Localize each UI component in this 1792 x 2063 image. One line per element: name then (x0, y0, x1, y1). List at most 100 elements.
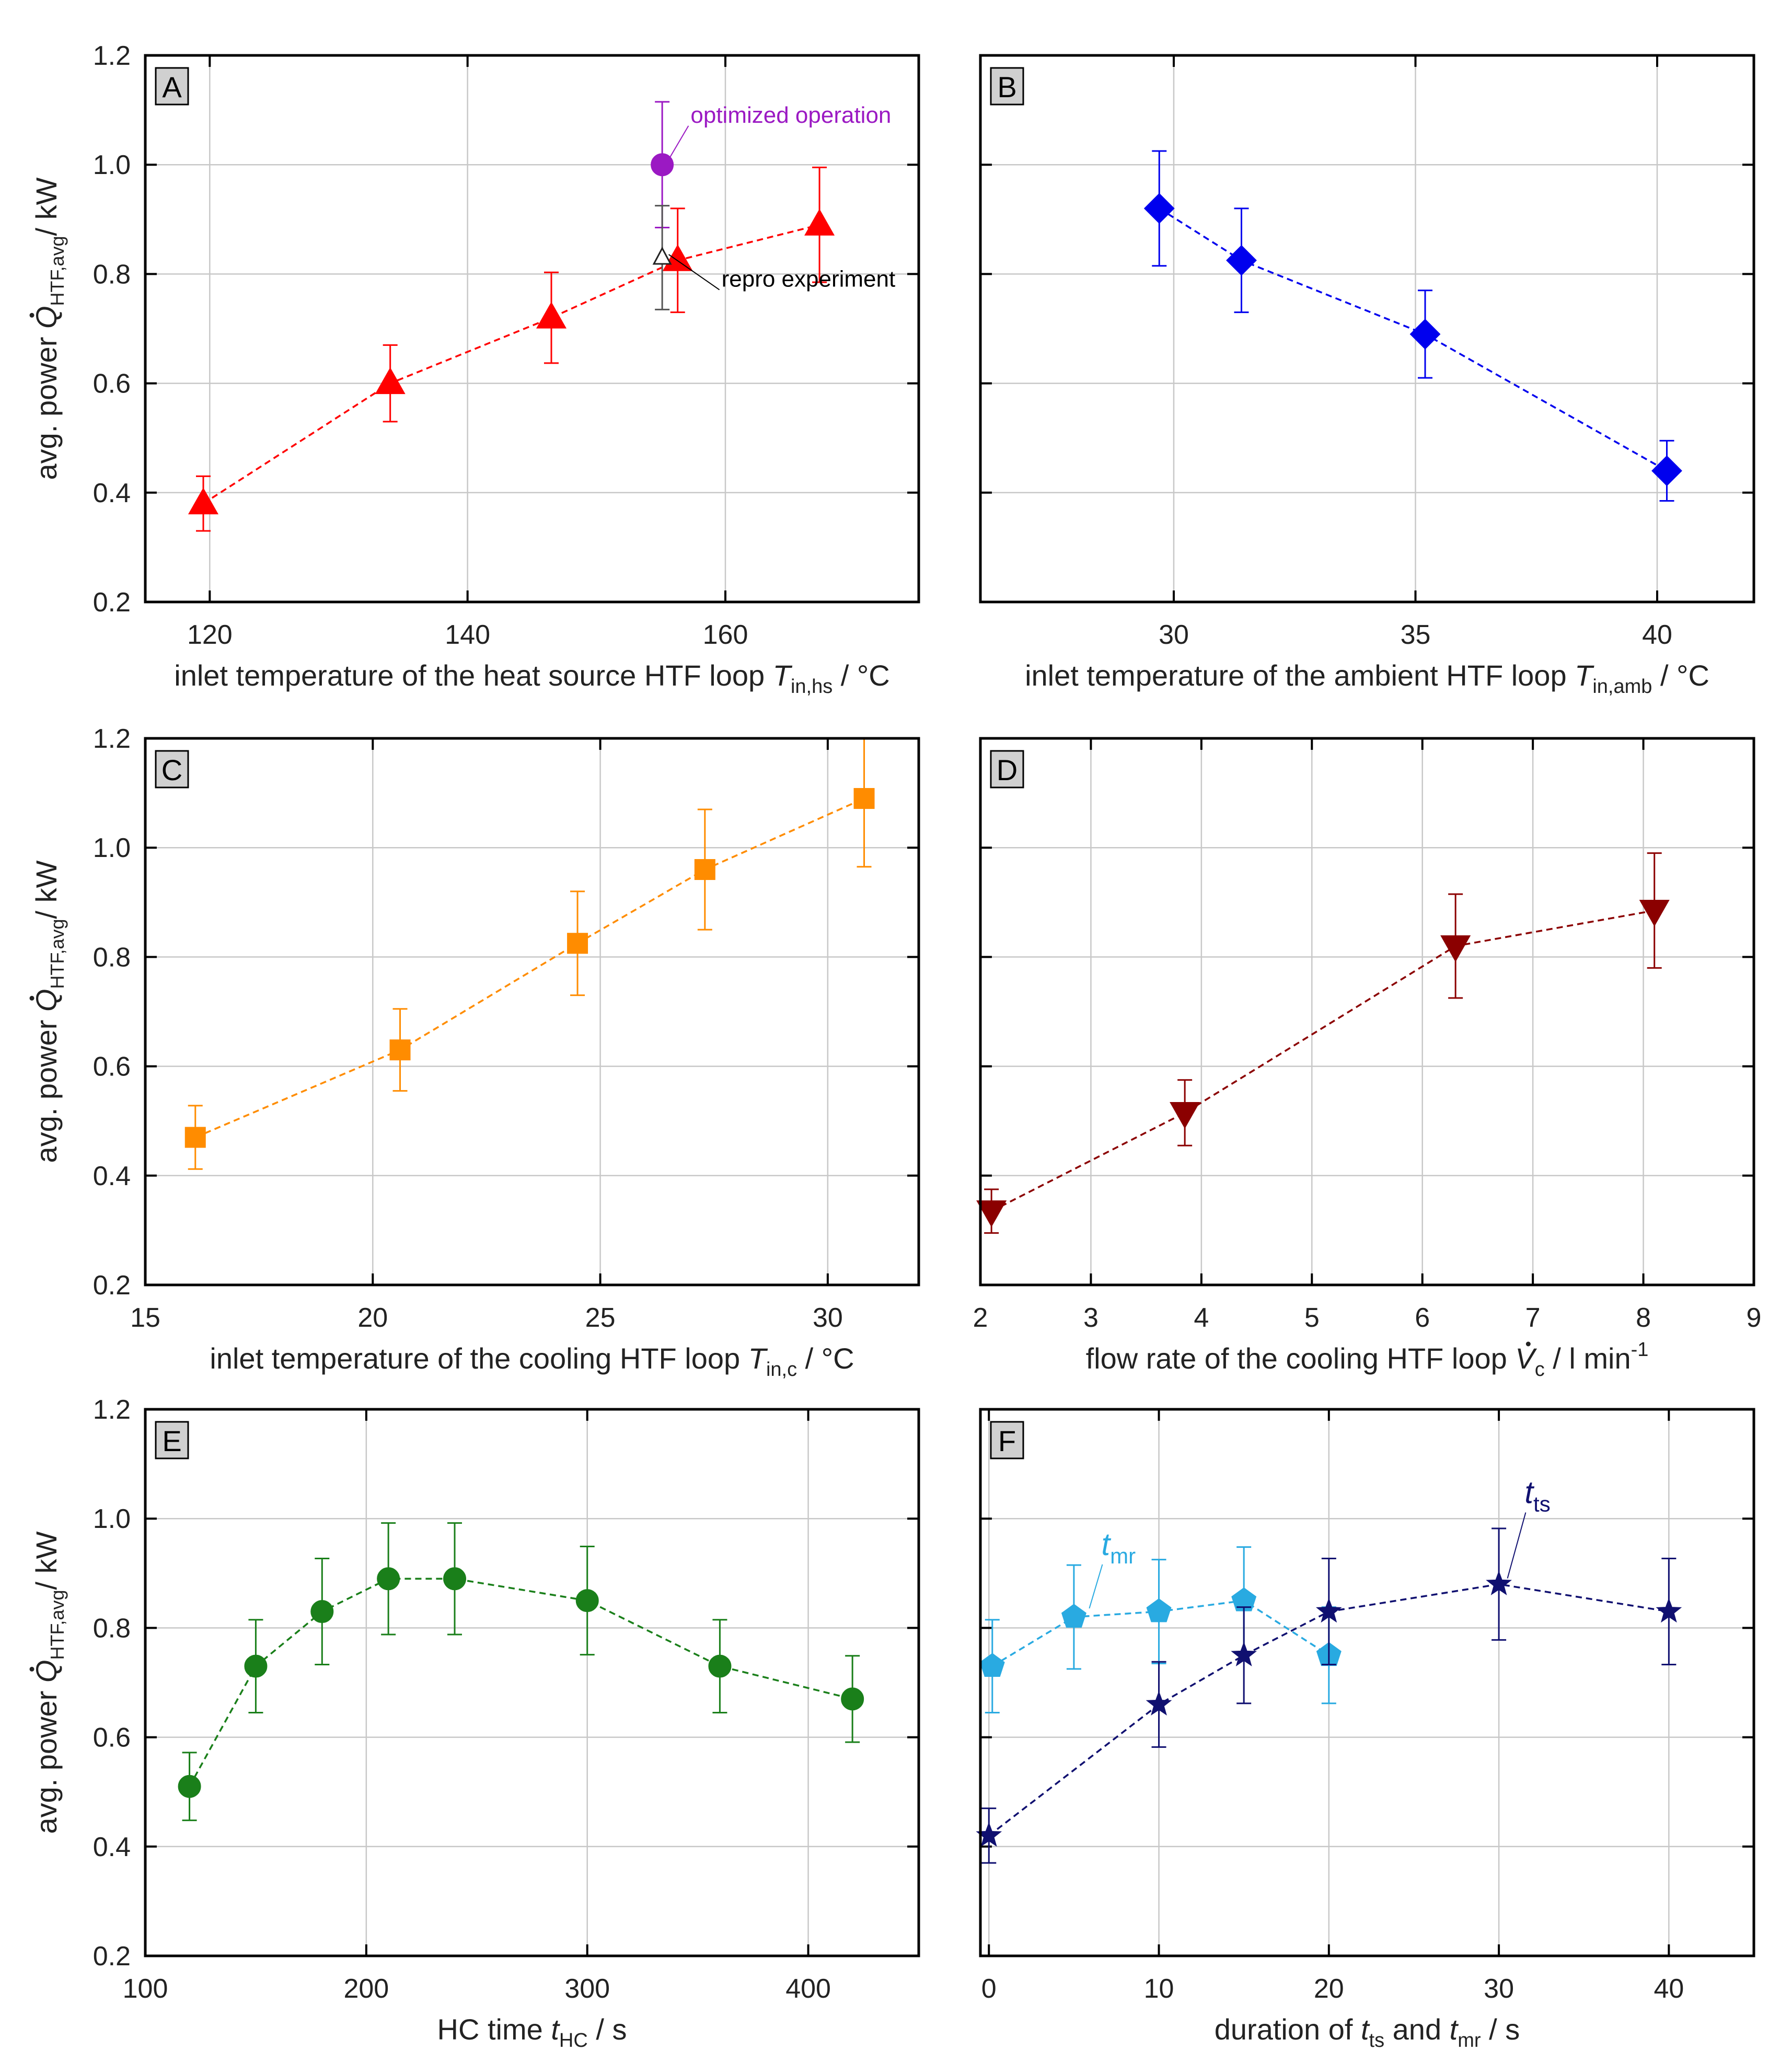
dot-accent-group (29, 995, 34, 1001)
panel-label-box (155, 750, 189, 789)
x-axis-label-unit: / °C (833, 659, 890, 692)
dot-accent-group (29, 312, 34, 318)
x-axis-label-text: HC time (437, 2013, 551, 2046)
x-axis-label-unit: / s (1481, 2013, 1520, 2046)
x-axis-label-text: inlet temperature of the ambient HTF loo… (1025, 659, 1575, 692)
data-point (567, 933, 588, 954)
data-point (1409, 319, 1441, 350)
annotation-leader (668, 254, 720, 291)
data-point (651, 153, 674, 177)
x-tick-label: 30 (813, 1303, 843, 1333)
x-tick-label: 30 (1159, 620, 1189, 650)
y-tick-label: 1.0 (93, 833, 131, 863)
x-axis-label-unit: / °C (1652, 659, 1709, 692)
data-point (377, 1567, 400, 1591)
annotation-label: tts (1524, 1475, 1550, 1516)
series-line (1159, 207, 1668, 472)
x-axis-label: HC time tHC / s (437, 2013, 627, 2052)
y-tick-label: 0.2 (93, 587, 131, 618)
x-tick-label: 20 (357, 1303, 388, 1333)
y-axis-label-prefix: avg. power (30, 1012, 63, 1163)
panel-label: D (997, 754, 1018, 786)
y-axis-label-symbol: Q (30, 306, 63, 329)
annotation-symbol: t (1101, 1527, 1111, 1562)
x-axis-label-text: flow rate of the cooling HTF loop (1086, 1342, 1516, 1375)
x-axis-label: duration of tts and tmr / s (1215, 2013, 1520, 2052)
x-axis-label-text: duration of (1215, 2013, 1361, 2046)
series-A-0 (188, 166, 835, 532)
data-point (708, 1654, 732, 1678)
data-point (1639, 899, 1670, 927)
panel-label-box (990, 67, 1024, 106)
x-axis-label-subscript: in,hs (791, 676, 833, 698)
data-point (694, 859, 715, 880)
y-axis-label-subscript: HTF,avg (47, 236, 68, 306)
panel-label: E (162, 1424, 181, 1457)
x-axis-label-subscript: in,c (766, 1359, 797, 1381)
panel-label-box (155, 1421, 189, 1459)
y-tick-label: 0.8 (93, 1613, 131, 1643)
data-point (652, 246, 672, 265)
dot-accent-group (29, 1666, 34, 1672)
data-point (184, 1127, 206, 1148)
y-axis-label: avg. power QHTF,avg/ kW (30, 177, 68, 480)
panel-label-box (155, 67, 189, 106)
panel-label: F (998, 1424, 1016, 1457)
x-tick-label: 9 (1747, 1303, 1762, 1333)
series-D-0 (976, 852, 1670, 1234)
x-tick-label: 3 (1083, 1303, 1099, 1333)
x-tick-label: 160 (703, 620, 748, 650)
data-point (443, 1567, 466, 1591)
data-point (979, 1653, 1005, 1677)
data-point (1170, 1102, 1200, 1129)
series-line (991, 909, 1655, 1212)
x-axis-label-symbol: t (551, 2013, 560, 2046)
x-tick-label: 100 (123, 1974, 168, 2004)
dot-accent (1525, 1341, 1531, 1347)
y-tick-label: 0.4 (93, 1832, 131, 1862)
y-tick-label: 0.2 (93, 1941, 131, 1972)
x-axis-label-symbol: T (773, 659, 793, 692)
data-point (1440, 935, 1471, 963)
data-point (1146, 1690, 1172, 1716)
series-line (189, 1578, 853, 1787)
data-point (841, 1687, 864, 1711)
panel-label: C (161, 754, 182, 786)
x-axis-label-subscript: c (1535, 1359, 1545, 1381)
x-axis-label-subscript: HC (559, 2030, 588, 2052)
data-point (536, 302, 567, 329)
x-tick-label: 40 (1642, 620, 1672, 650)
y-tick-label: 0.8 (93, 259, 131, 289)
x-axis-label-symbol: t (1361, 2013, 1370, 2046)
panel-label: B (997, 71, 1016, 103)
x-axis-label-text: inlet temperature of the cooling HTF loo… (210, 1342, 748, 1375)
y-tick-label: 0.6 (93, 1723, 131, 1753)
dot-accent (29, 995, 34, 1001)
panel-A: 120 140 160 0.2 0.4 0.6 0.8 1.0 1.2 inlet tempera… (29, 41, 920, 698)
x-axis-label-symbol2: t (1450, 2013, 1459, 2046)
x-axis-label-superscript: -1 (1631, 1339, 1649, 1361)
series-F-1 (976, 1527, 1682, 1864)
x-axis-label-subscript: ts (1369, 2030, 1385, 2052)
y-tick-label: 1.2 (93, 724, 131, 754)
y-tick-label: 0.6 (93, 1052, 131, 1082)
plot-frame (144, 54, 920, 604)
x-tick-label: 300 (564, 1974, 610, 2004)
data-point (310, 1600, 334, 1624)
dot-accent-group (1525, 1341, 1531, 1347)
panel-label-box (990, 750, 1024, 789)
y-axis-label-symbol: Q (30, 1660, 63, 1683)
data-point (853, 788, 875, 809)
y-tick-label: 1.2 (93, 41, 131, 71)
series-E-0 (178, 1522, 864, 1822)
data-point (1231, 1641, 1257, 1666)
y-axis-label-suffix: / kW (30, 1531, 63, 1590)
x-tick-label: 25 (585, 1303, 616, 1333)
x-axis-label-text: inlet temperature of the heat source HTF… (174, 659, 772, 692)
data-point (1486, 1570, 1512, 1595)
annotation-subscript: ts (1533, 1492, 1551, 1516)
plot-frame (979, 737, 1755, 1287)
x-tick-label: 7 (1525, 1303, 1541, 1333)
